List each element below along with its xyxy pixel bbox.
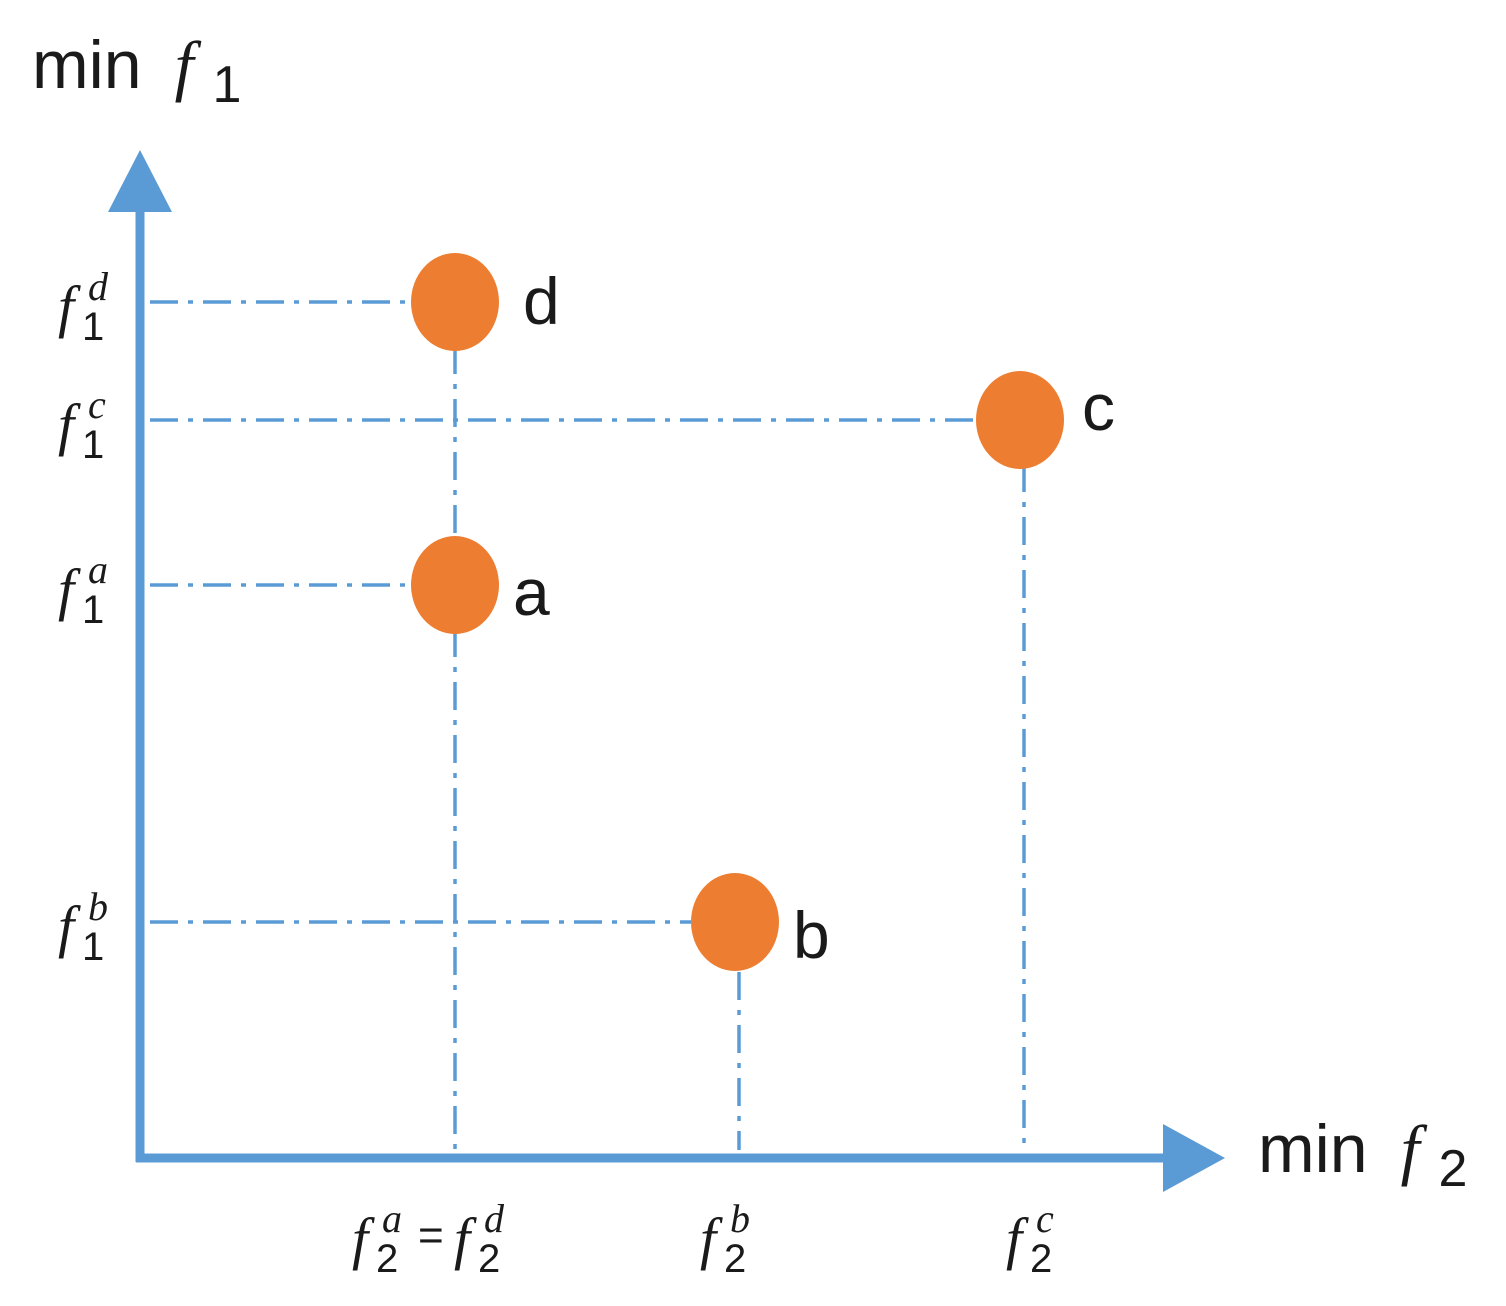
x-tick-c-sup: c (1036, 1196, 1054, 1241)
y-tick-b: f b1 (58, 884, 108, 969)
y-tick-d-sup: d (88, 264, 109, 309)
x-tick-d: f d2 (454, 1196, 505, 1281)
y-axis-label-prefix: min (32, 27, 142, 103)
y-axis-label-fn: f (175, 27, 202, 103)
x-tick-a-fn: f (352, 1206, 375, 1271)
y-tick-c-fn: f (58, 392, 81, 457)
y-tick-d-sub: 1 (82, 305, 104, 349)
axes (108, 150, 1225, 1192)
y-tick-a-sub: 1 (82, 588, 104, 632)
point-d (411, 253, 499, 351)
x-tick-c-sub: 2 (1030, 1237, 1052, 1281)
y-tick-a-fn: f (58, 557, 81, 622)
x-axis-label-fn: f (1401, 1111, 1428, 1187)
point-label-a: a (513, 555, 550, 629)
y-tick-b-sup: b (88, 884, 108, 929)
y-axis-label-sub: 1 (212, 56, 241, 114)
y-tick-a: f a1 (58, 547, 108, 632)
x-tick-b: f b2 (700, 1196, 750, 1281)
point-label-d: d (523, 264, 560, 338)
x-tick-b-sub: 2 (724, 1237, 746, 1281)
x-tick-a: f a2 (352, 1196, 402, 1281)
y-tick-b-fn: f (58, 894, 81, 959)
point-label-b: b (793, 898, 830, 972)
x-axis-label: min f 2 (1258, 1111, 1467, 1198)
x-tick-d-sup: d (484, 1196, 505, 1241)
x-tick-c: f c2 (1006, 1196, 1054, 1281)
y-tick-b-sub: 1 (82, 925, 104, 969)
y-tick-c-sub: 1 (82, 423, 104, 467)
point-b (691, 873, 779, 971)
points: d c a b (411, 253, 1115, 972)
x-tick-a-sub: 2 (376, 1237, 398, 1281)
y-tick-c-sup: c (88, 382, 106, 427)
x-tick-d-sub: 2 (478, 1237, 500, 1281)
point-label-c: c (1082, 370, 1115, 444)
guide-lines (150, 300, 1026, 1150)
y-tick-d-fn: f (58, 274, 81, 339)
x-tick-b-fn: f (700, 1206, 723, 1271)
x-axis-arrowhead (1163, 1124, 1225, 1192)
point-a (411, 536, 499, 634)
y-tick-a-sup: a (88, 547, 108, 592)
x-tick-a-sup: a (382, 1196, 402, 1241)
y-axis-label: min f 1 (32, 27, 241, 114)
y-tick-d: f d1 (58, 264, 109, 349)
x-axis-label-sub: 2 (1438, 1140, 1467, 1198)
x-tick-d-fn: f (454, 1206, 477, 1271)
y-tick-c: f c1 (58, 382, 106, 467)
y-axis-arrowhead (108, 150, 172, 212)
labels: min f 1 min f 2 f d1f c1f a1f b1f a2 = f d2 f b2 f c… (32, 27, 1467, 1281)
x-tick-c-fn: f (1006, 1206, 1029, 1271)
x-tick-separator: = (418, 1211, 444, 1260)
point-c (976, 371, 1064, 469)
x-tick-b-sup: b (730, 1196, 750, 1241)
x-axis-label-prefix: min (1258, 1111, 1368, 1187)
